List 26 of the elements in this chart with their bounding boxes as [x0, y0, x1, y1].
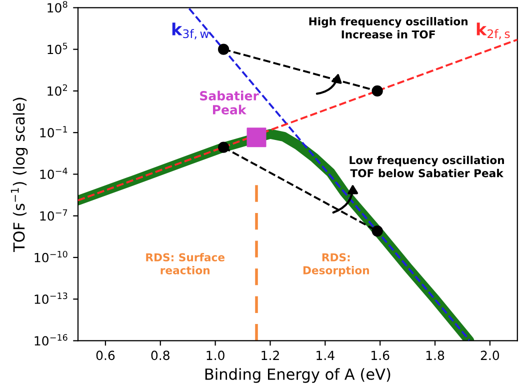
x-axis-title: Binding Energy of A (eV): [205, 368, 390, 383]
x-tick-label: 2.0: [480, 350, 500, 360]
series-label: k$_{2f,s}$: [476, 22, 510, 40]
annotation: RDS: Surface reaction: [146, 253, 225, 274]
x-tick-label: 1.0: [206, 350, 224, 360]
y-tick-label: 10$^{−1}$: [40, 126, 68, 138]
x-tick-label: 0.8: [151, 350, 170, 360]
y-tick-label: 10$^{−16}$: [34, 334, 68, 346]
series-label: Sabatier Peak: [200, 90, 259, 114]
annotation: RDS: Desorption: [303, 253, 369, 276]
y-tick-label: 10$^{8}$: [48, 1, 68, 13]
y-tick-label: 10$^{−13}$: [34, 292, 68, 304]
x-tick-label: 1.8: [426, 350, 444, 360]
x-tick-label: 1.4: [316, 350, 334, 360]
annotation: High frequency oscillation Increase in TOF: [309, 17, 468, 38]
x-tick-label: 1.6: [372, 350, 390, 360]
y-tick-label: 10$^{−10}$: [34, 250, 68, 262]
y-axis-title: TOF (s$^{−1}$) (log scale): [10, 98, 28, 252]
y-tick-label: 10$^{−7}$: [40, 209, 68, 221]
y-tick-label: 10$^{5}$: [48, 42, 68, 54]
annotation: Low frequency oscillation TOF below Sabatier Peak: [350, 156, 504, 178]
y-tick-label: 10$^{−4}$: [40, 168, 68, 180]
y-tick-label: 10$^{2}$: [48, 84, 67, 96]
x-tick-label: 0.6: [96, 350, 115, 360]
x-tick-label: 1.2: [262, 350, 279, 360]
series-label: k$_{3f,w}$: [172, 22, 209, 40]
